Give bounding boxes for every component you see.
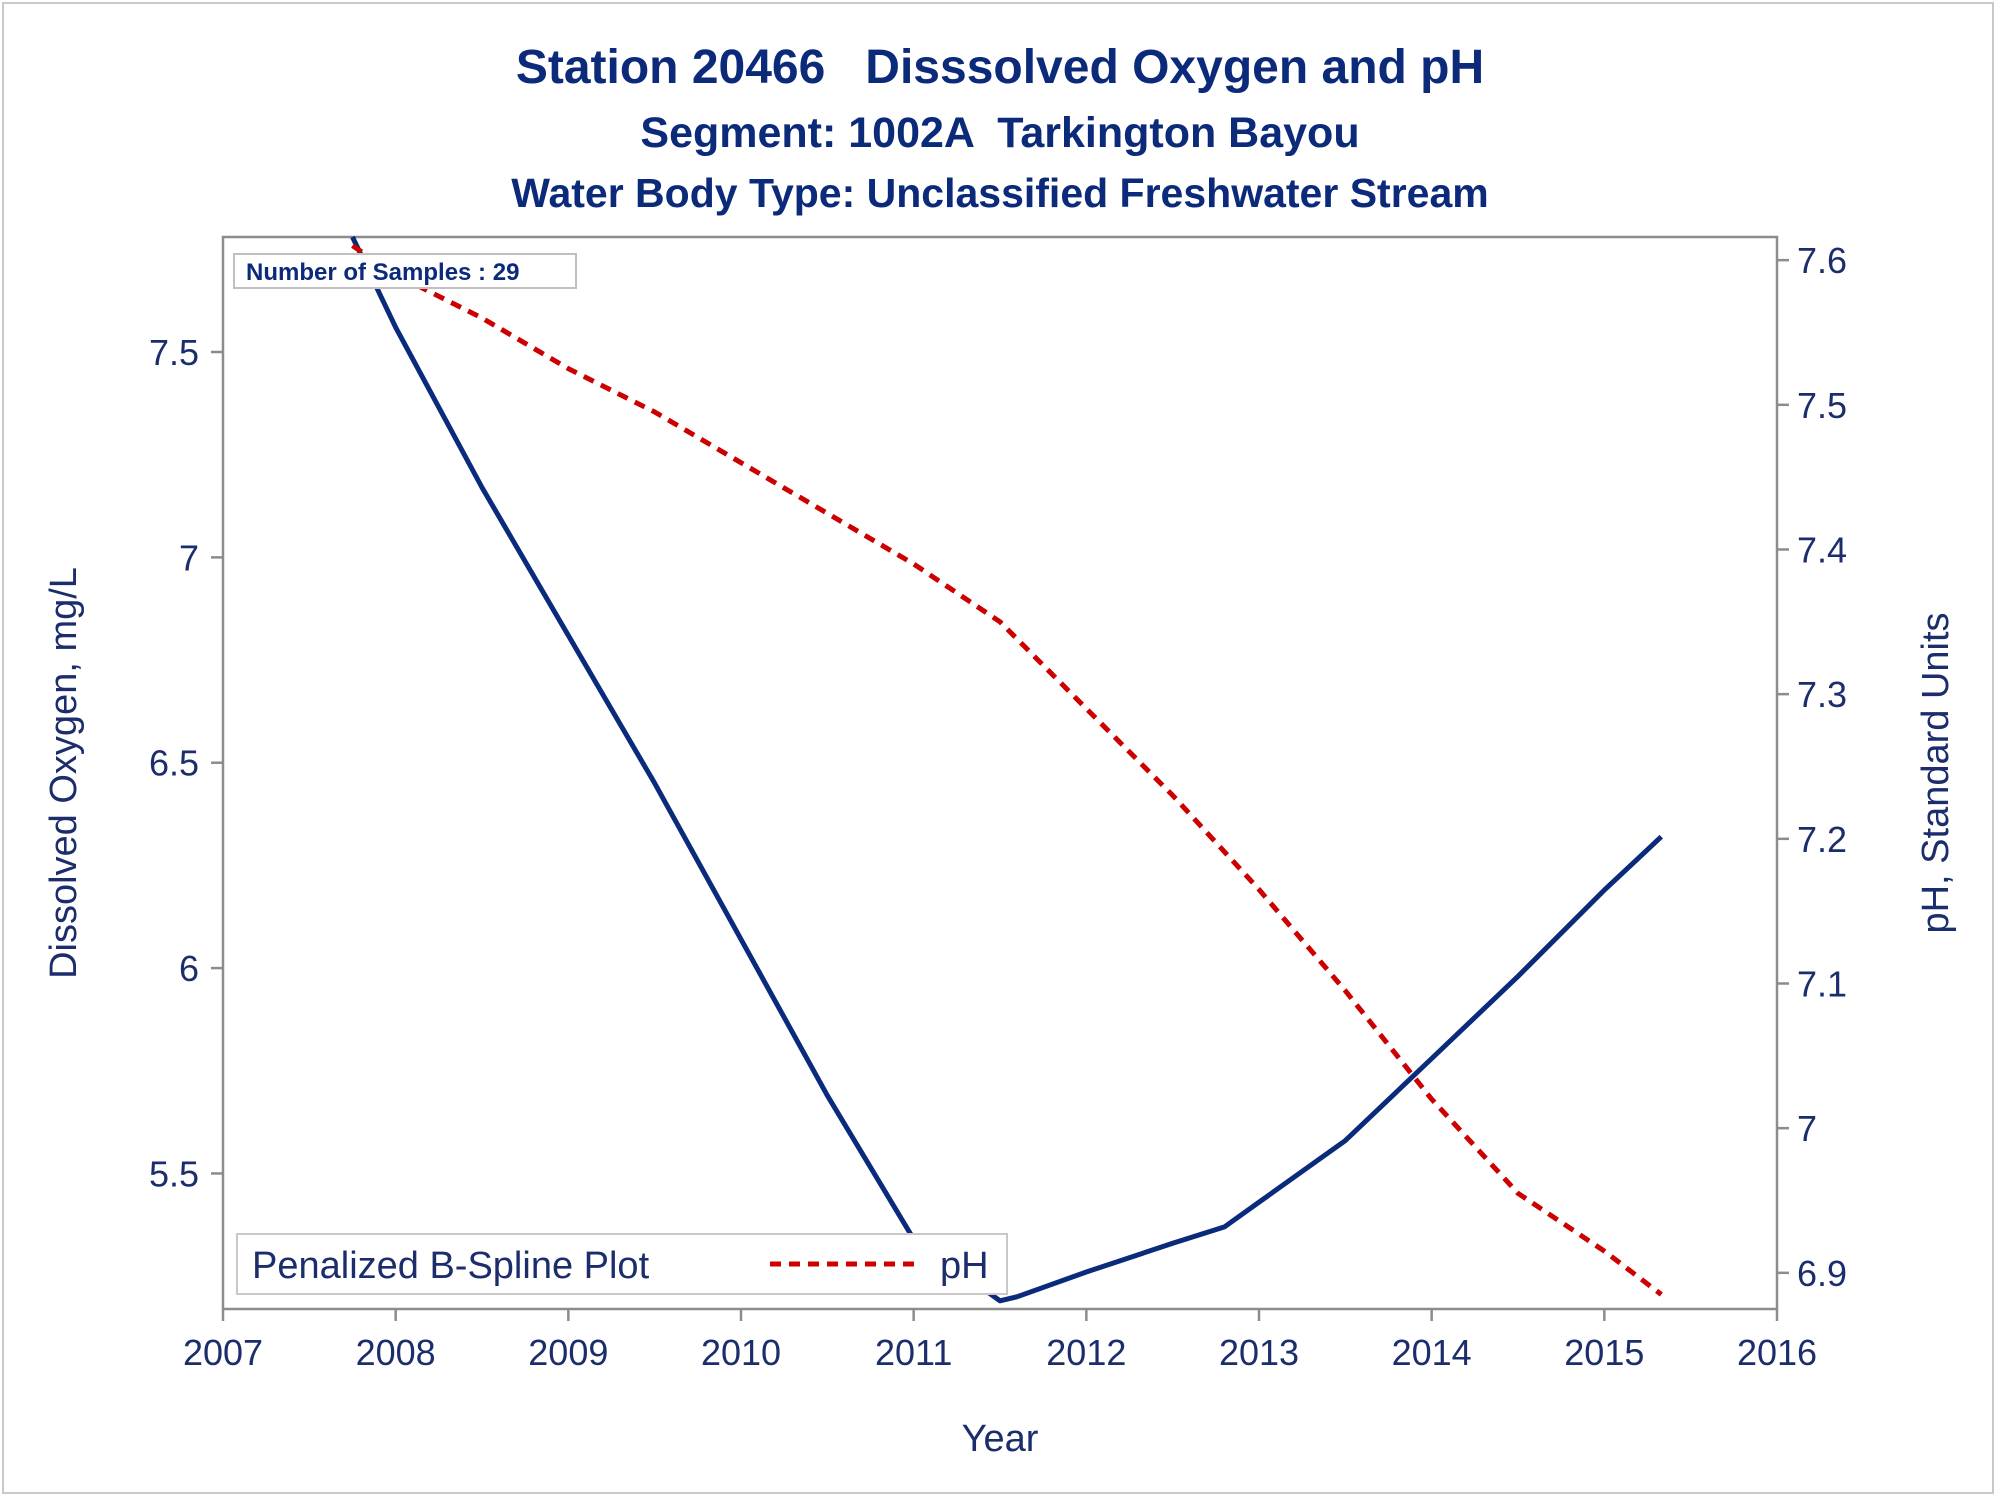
x-axis-label: Year bbox=[962, 1418, 1039, 1460]
x-tick-label-2016: 2016 bbox=[1737, 1332, 1817, 1373]
annotation-text: Number of Samples : 29 bbox=[246, 259, 519, 286]
x-tick-label-2012: 2012 bbox=[1046, 1332, 1126, 1373]
x-tick-label-2007: 2007 bbox=[183, 1332, 263, 1373]
y2-tick-label-7.6: 7.6 bbox=[1797, 240, 1847, 281]
y-axis-ticks: 5.5 6 6.5 7 7.5 bbox=[149, 332, 223, 1194]
legend-title: Penalized B-Spline Plot bbox=[252, 1245, 650, 1287]
y2-tick-label-7: 7 bbox=[1797, 1108, 1817, 1149]
annotation-box bbox=[233, 253, 577, 289]
y2-tick-label-6.9: 6.9 bbox=[1797, 1253, 1847, 1294]
x-axis-ticks: 2007 2008 2009 2010 2011 2012 2013 2014 2015 2016 bbox=[183, 1309, 1817, 1373]
y2-tick-label-7.4: 7.4 bbox=[1797, 529, 1847, 570]
y-tick-label-7.5: 7.5 bbox=[149, 332, 199, 373]
x-tick-label-2013: 2013 bbox=[1219, 1332, 1299, 1373]
x-tick-label-2011: 2011 bbox=[875, 1332, 952, 1373]
y2-axis-ticks: 6.9 7 7.1 7.2 7.3 7.4 7.5 7.6 bbox=[1777, 240, 1847, 1294]
plot-area bbox=[221, 235, 1779, 1311]
x-tick-label-2008: 2008 bbox=[356, 1332, 436, 1373]
y2-tick-label-7.1: 7.1 bbox=[1797, 963, 1847, 1004]
series-line-do bbox=[350, 235, 1664, 1304]
x-tick-label-2010: 2010 bbox=[701, 1332, 781, 1373]
chart-subtitle: Segment: 1002A Tarkington Bayou bbox=[640, 109, 1359, 157]
series-line-ph bbox=[351, 243, 1663, 1297]
y-tick-label-6.5: 6.5 bbox=[149, 743, 199, 784]
y2-tick-label-7.2: 7.2 bbox=[1797, 819, 1847, 860]
x-tick-label-2015: 2015 bbox=[1564, 1332, 1644, 1373]
x-tick-label-2014: 2014 bbox=[1392, 1332, 1472, 1373]
y-tick-label-6: 6 bbox=[179, 948, 199, 989]
y-tick-label-7: 7 bbox=[179, 537, 199, 578]
y2-tick-label-7.3: 7.3 bbox=[1797, 674, 1847, 715]
y2-axis-label: pH, Standard Units bbox=[1915, 612, 1957, 933]
chart-subtitle-2: Water Body Type: Unclassified Freshwater… bbox=[511, 170, 1488, 216]
y-axis-label: Dissolved Oxygen, mg/L bbox=[43, 567, 85, 979]
series-group bbox=[350, 235, 1664, 1304]
y2-tick-label-7.5: 7.5 bbox=[1797, 385, 1847, 426]
legend-box bbox=[236, 1233, 1008, 1295]
legend-ph-label: pH bbox=[940, 1245, 989, 1287]
y-tick-label-5.5: 5.5 bbox=[149, 1153, 199, 1194]
x-tick-label-2009: 2009 bbox=[528, 1332, 608, 1373]
chart-title: Station 20466 Disssolved Oxygen and pH bbox=[516, 41, 1484, 94]
